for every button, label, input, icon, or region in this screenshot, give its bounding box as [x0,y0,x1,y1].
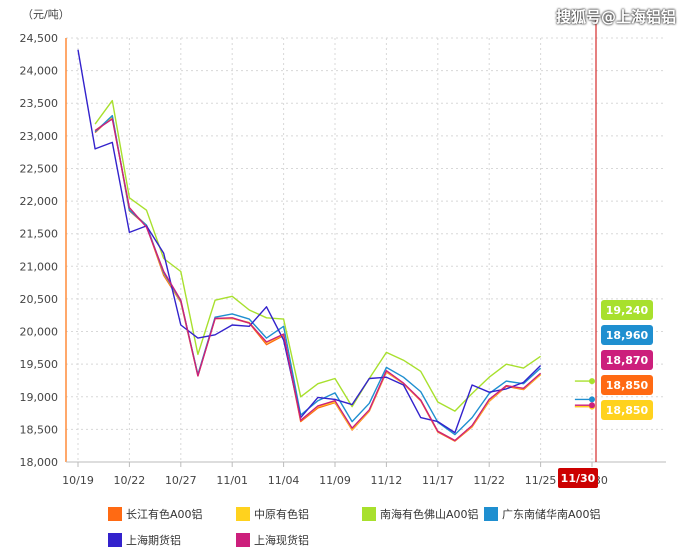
legend-label: 南海有色佛山A00铝 [380,508,479,521]
x-tick-label: 11/09 [319,474,351,487]
y-tick-label: 19,500 [20,358,59,371]
x-tick-label: 11/01 [216,474,248,487]
end-label: 18,850 [606,379,649,392]
y-tick-label: 21,000 [20,260,59,273]
end-point-6 [589,402,595,409]
x-tick-label: 10/22 [114,474,146,487]
legend-swatch [108,533,122,547]
legend-item[interactable]: 长江有色A00铝 [108,506,203,522]
end-label-bg [601,400,653,420]
end-label-bg [601,375,653,395]
x-tick-label: 11/25 [525,474,557,487]
end-label-bg [601,325,653,345]
legend-swatch [236,533,250,547]
x-tick-label: 10/19 [62,474,94,487]
y-tick-label: 18,000 [20,456,59,469]
x-tick-label: 11/22 [473,474,505,487]
end-label: 18,850 [606,404,649,417]
legend-label: 中原有色铝 [254,508,309,521]
legend-swatch [484,507,498,521]
legend-label: 广东南储华南A00铝 [502,508,601,521]
series-line-5 [77,49,542,434]
y-tick-label: 23,000 [20,130,59,143]
legend-item[interactable]: 广东南储华南A00铝 [484,506,601,522]
end-label: 18,870 [606,354,649,367]
legend-label: 上海现货铝 [254,534,309,547]
legend-swatch [362,507,376,521]
y-tick-label: 21,500 [20,228,59,241]
y-tick-label: 24,500 [20,32,59,45]
x-tick-label: 10/27 [165,474,197,487]
y-tick-label: 22,500 [20,162,59,175]
legend-label: 上海期货铝 [126,534,181,547]
y-tick-label: 22,000 [20,195,59,208]
legend-swatch [236,507,250,521]
end-point-3 [589,378,595,385]
crosshair-label: 11/30 [561,472,596,485]
x-tick-label: 11/04 [268,474,300,487]
end-label-bg [601,350,653,370]
y-tick-label: 19,000 [20,391,59,404]
y-tick-label: 18,500 [20,423,59,436]
x-tick-label: 11/17 [422,474,454,487]
legend-swatch [108,507,122,521]
legend-item[interactable]: 南海有色佛山A00铝 [362,506,479,522]
legend-item[interactable]: 中原有色铝 [236,506,309,522]
crosshair-label-bg [558,468,598,488]
y-tick-label: 24,000 [20,65,59,78]
legend-item[interactable]: 上海现货铝 [236,532,309,548]
end-point-4 [589,396,595,403]
y-unit-label: （元/吨） [22,8,70,21]
legend-label: 长江有色A00铝 [126,508,203,521]
legend-item[interactable]: 上海期货铝 [108,532,181,548]
y-tick-label: 20,500 [20,293,59,306]
x-tick-label: 11/12 [371,474,403,487]
end-label: 18,960 [606,329,649,342]
end-label-bg [601,300,653,320]
watermark: 搜狐号@上海铝铝 [555,8,676,26]
y-tick-label: 20,000 [20,326,59,339]
y-tick-label: 23,500 [20,97,59,110]
end-label: 19,240 [606,304,649,317]
